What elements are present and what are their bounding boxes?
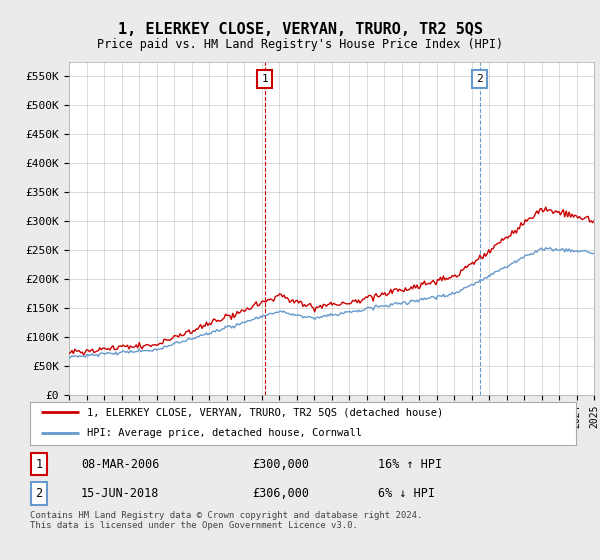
Text: 1: 1 bbox=[261, 74, 268, 84]
Text: HPI: Average price, detached house, Cornwall: HPI: Average price, detached house, Corn… bbox=[88, 428, 362, 438]
Text: £300,000: £300,000 bbox=[252, 458, 309, 471]
Text: £306,000: £306,000 bbox=[252, 487, 309, 500]
Text: 16% ↑ HPI: 16% ↑ HPI bbox=[378, 458, 442, 471]
Text: Contains HM Land Registry data © Crown copyright and database right 2024.
This d: Contains HM Land Registry data © Crown c… bbox=[30, 511, 422, 530]
Text: 2: 2 bbox=[35, 487, 43, 500]
Text: 1, ELERKEY CLOSE, VERYAN, TRURO, TR2 5QS: 1, ELERKEY CLOSE, VERYAN, TRURO, TR2 5QS bbox=[118, 22, 482, 38]
Text: Price paid vs. HM Land Registry's House Price Index (HPI): Price paid vs. HM Land Registry's House … bbox=[97, 38, 503, 51]
Text: 1, ELERKEY CLOSE, VERYAN, TRURO, TR2 5QS (detached house): 1, ELERKEY CLOSE, VERYAN, TRURO, TR2 5QS… bbox=[88, 408, 443, 417]
Text: 08-MAR-2006: 08-MAR-2006 bbox=[81, 458, 160, 471]
Text: 2: 2 bbox=[476, 74, 483, 84]
Text: 15-JUN-2018: 15-JUN-2018 bbox=[81, 487, 160, 500]
Text: 1: 1 bbox=[35, 458, 43, 471]
Text: 6% ↓ HPI: 6% ↓ HPI bbox=[378, 487, 435, 500]
